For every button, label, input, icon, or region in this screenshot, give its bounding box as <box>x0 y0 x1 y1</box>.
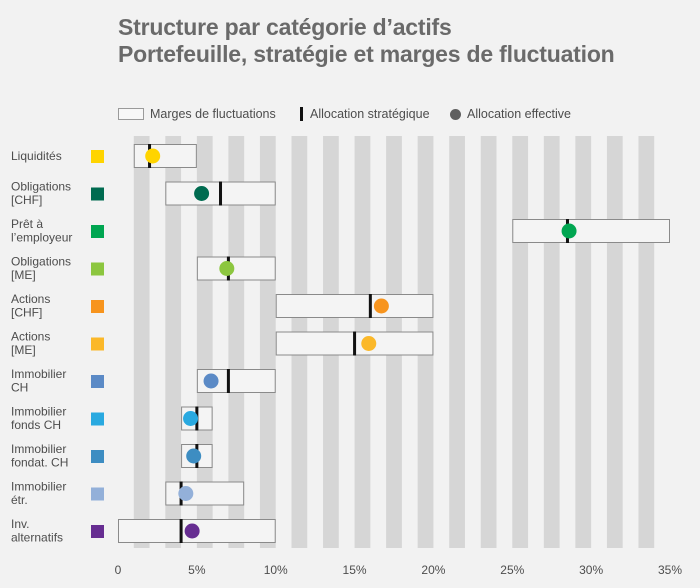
grid-stripe <box>259 136 276 548</box>
grid-stripe <box>480 136 497 548</box>
fluctuation-range-box <box>196 369 276 393</box>
x-tick-label: 35% <box>658 563 682 577</box>
grid-stripe <box>512 136 529 548</box>
category-label: [ME] <box>11 343 36 357</box>
strategic-allocation-marker <box>226 369 230 393</box>
category-label: Obligations <box>11 255 71 269</box>
legend-item-strategic: Allocation stratégique <box>300 104 430 124</box>
grid-stripe <box>228 136 245 548</box>
x-tick-label: 5% <box>188 563 206 577</box>
x-tick-label: 20% <box>421 563 445 577</box>
fluctuation-range-box <box>196 256 276 281</box>
actual-allocation-dot <box>145 148 161 164</box>
x-tick-label: 10% <box>264 563 288 577</box>
category-label: l’employeur <box>11 231 72 245</box>
category-label: CH <box>11 381 28 395</box>
category-color-square <box>91 450 104 463</box>
category-color-square <box>91 262 104 276</box>
grid-stripe <box>638 136 655 548</box>
actual-dot-swatch <box>450 108 461 120</box>
x-tick-label: 0 <box>115 563 122 577</box>
category-color-square <box>91 225 104 238</box>
actual-allocation-dot <box>203 373 219 389</box>
category-label: Immobilier <box>11 480 66 494</box>
chart-title: Structure par catégorie d’actifs Portefe… <box>118 14 615 68</box>
legend-strategic-label: Allocation stratégique <box>310 107 430 121</box>
grid-stripe <box>449 136 465 548</box>
category-label: [CHF] <box>11 193 42 207</box>
legend-range-label: Marges de fluctuations <box>150 107 276 121</box>
actual-allocation-dot <box>194 186 210 201</box>
strategic-allocation-marker <box>179 519 183 543</box>
grid-stripe <box>543 136 560 548</box>
x-tick-label: 30% <box>579 563 603 577</box>
actual-allocation-dot <box>184 523 200 539</box>
chart-title-line2: Portefeuille, stratégie et marges de flu… <box>118 41 615 67</box>
actual-allocation-dot <box>178 486 194 501</box>
fluctuation-range-box <box>133 144 197 168</box>
legend-actual-label: Allocation effective <box>467 107 571 121</box>
fluctuation-range-box <box>275 294 434 318</box>
category-label: Prêt à <box>11 217 43 231</box>
category-label: [ME] <box>11 268 36 282</box>
strategic-allocation-marker <box>353 331 357 356</box>
strategic-allocation-marker <box>368 294 372 318</box>
grid-stripe <box>606 136 623 548</box>
category-label: Immobilier <box>11 367 66 381</box>
category-label: Immobilier <box>11 405 66 419</box>
range-swatch <box>118 108 144 120</box>
fluctuation-range-box <box>512 219 670 243</box>
legend-item-actual: Allocation effective <box>450 104 571 124</box>
category-color-square <box>91 412 104 426</box>
category-label: Actions <box>11 330 50 344</box>
x-tick-label: 25% <box>500 563 524 577</box>
actual-allocation-dot <box>186 448 202 464</box>
category-color-square <box>91 150 104 163</box>
chart-title-line1: Structure par catégorie d’actifs <box>118 14 452 40</box>
category-label: Inv. <box>11 517 29 531</box>
fluctuation-range-box <box>165 481 245 506</box>
category-label: fondat. CH <box>11 456 68 470</box>
actual-allocation-dot <box>561 223 577 239</box>
actual-allocation-dot <box>361 336 377 351</box>
category-color-square <box>91 187 104 201</box>
category-label: [CHF] <box>11 306 42 320</box>
category-label: Actions <box>11 292 50 306</box>
x-tick-label: 15% <box>343 563 367 577</box>
category-color-square <box>91 337 104 351</box>
actual-allocation-dot <box>183 411 199 426</box>
legend-item-range: Marges de fluctuations <box>118 104 276 124</box>
category-color-square <box>91 525 104 538</box>
category-color-square <box>91 300 104 313</box>
grid-stripe <box>133 136 150 548</box>
category-label: fonds CH <box>11 418 61 432</box>
category-label: alternatifs <box>11 531 63 545</box>
grid-stripe <box>165 136 182 548</box>
actual-allocation-dot <box>219 261 235 276</box>
category-color-square <box>91 375 104 388</box>
grid-stripe <box>575 136 592 548</box>
category-label: Liquidités <box>11 149 62 163</box>
actual-allocation-dot <box>373 298 389 314</box>
category-label: Obligations <box>11 180 71 194</box>
category-label: étr. <box>11 493 28 507</box>
category-label: Immobilier <box>11 442 66 456</box>
strategic-allocation-marker <box>219 181 223 206</box>
category-color-square <box>91 487 104 501</box>
strategic-marker-swatch <box>300 107 303 121</box>
